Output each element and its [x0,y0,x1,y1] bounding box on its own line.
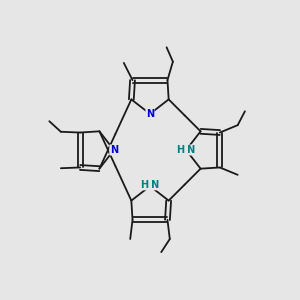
Text: H N: H N [141,180,159,190]
Text: N: N [110,145,118,155]
Text: N: N [146,109,154,119]
Text: H N: H N [177,145,195,155]
